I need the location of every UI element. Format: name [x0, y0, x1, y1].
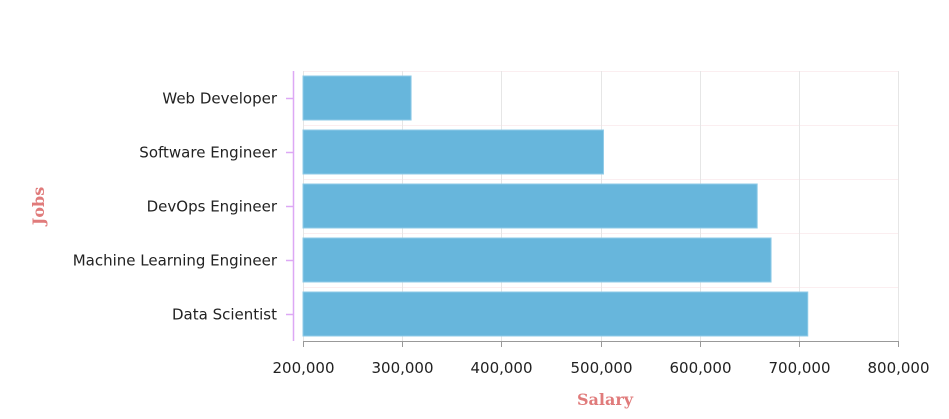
x-tick-label: 800,000: [867, 359, 929, 377]
y-tick-label: DevOps Engineer: [147, 198, 278, 216]
bar-devops-engineer: [302, 183, 758, 229]
bar-web-developer: [302, 75, 412, 121]
y-tick-label: Machine Learning Engineer: [73, 252, 278, 270]
x-axis-title: Salary: [577, 390, 634, 409]
bar-data-scientist: [302, 291, 809, 337]
x-tick-label: 400,000: [470, 359, 532, 377]
y-tick-label: Software Engineer: [139, 144, 278, 162]
bar-software-engineer: [302, 129, 604, 175]
x-tick-label: 500,000: [570, 359, 632, 377]
bars: [302, 75, 809, 337]
y-tick-label: Web Developer: [162, 90, 277, 108]
x-tick-label: 200,000: [272, 359, 334, 377]
y-axis: Web Developer Software Engineer DevOps Eng…: [73, 71, 295, 341]
y-axis-title: Jobs: [29, 187, 48, 227]
x-axis: 200,000 300,000 400,000 500,000 600,000 700,0…: [272, 341, 930, 377]
x-tick-label: 300,000: [371, 359, 433, 377]
x-tick-label: 600,000: [669, 359, 731, 377]
bar-machine-learning-engineer: [302, 237, 772, 283]
y-tick-label: Data Scientist: [172, 306, 277, 324]
x-tick-label: 700,000: [768, 359, 830, 377]
